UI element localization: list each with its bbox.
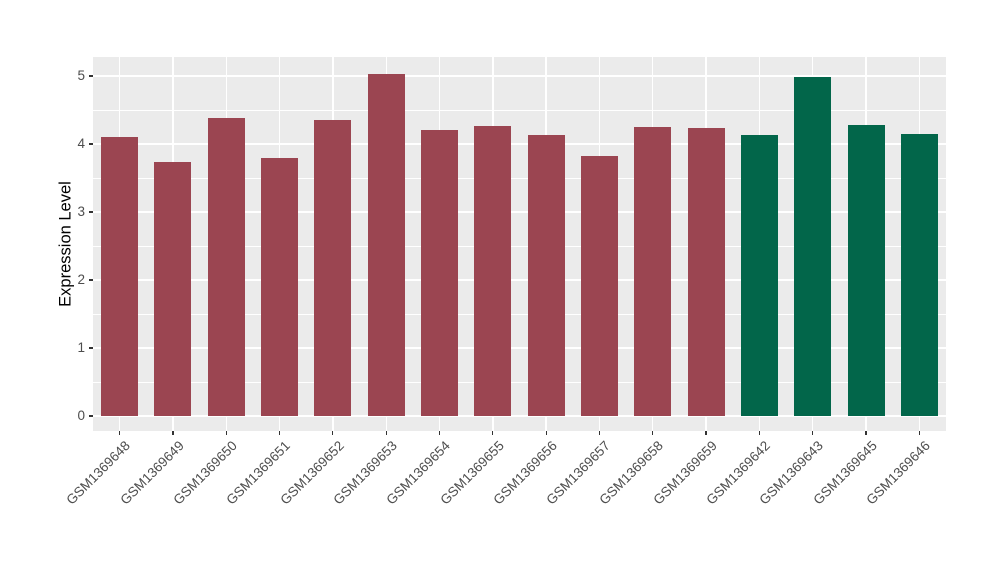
- bar-GSM1369643: [794, 76, 832, 417]
- bar-GSM1369651: [261, 158, 299, 417]
- y-tick-label: 5: [77, 68, 85, 84]
- bar-GSM1369658: [634, 127, 672, 417]
- y-tick-mark: [89, 211, 93, 213]
- plot-panel: [93, 57, 946, 431]
- x-tick-mark: [332, 431, 334, 435]
- x-tick-mark: [705, 431, 707, 435]
- x-tick-mark: [385, 431, 387, 435]
- x-tick-mark: [119, 431, 121, 435]
- x-tick-mark: [438, 431, 441, 435]
- bar-GSM1369656: [527, 134, 565, 417]
- x-tick-mark: [598, 431, 601, 435]
- gridline-major-horizontal: [93, 211, 946, 213]
- bar-GSM1369657: [580, 156, 618, 417]
- y-tick-mark: [89, 143, 93, 145]
- gridline-major-horizontal: [93, 415, 946, 417]
- x-tick-mark: [865, 431, 867, 435]
- x-tick-mark: [812, 431, 814, 435]
- y-tick-mark: [89, 347, 93, 349]
- x-tick-mark: [758, 431, 760, 435]
- y-tick-label: 1: [77, 340, 85, 356]
- gridline-minor-horizontal: [93, 109, 946, 111]
- bar-GSM1369653: [367, 74, 405, 417]
- bar-GSM1369652: [314, 120, 352, 417]
- y-tick-label: 2: [77, 272, 85, 288]
- bar-GSM1369645: [847, 125, 885, 417]
- y-tick-mark: [89, 279, 93, 281]
- x-tick-mark: [225, 431, 227, 435]
- bar-GSM1369648: [101, 137, 139, 417]
- bar-GSM1369642: [740, 135, 778, 417]
- gridline-major-horizontal: [93, 143, 946, 145]
- y-tick-mark: [89, 415, 93, 417]
- gridline-major-horizontal: [93, 279, 946, 281]
- gridline-minor-horizontal: [93, 313, 946, 315]
- bar-GSM1369659: [687, 127, 725, 417]
- bar-GSM1369655: [474, 125, 512, 417]
- bar-GSM1369649: [154, 162, 192, 417]
- bar-GSM1369646: [900, 133, 938, 417]
- y-tick-label: 3: [77, 204, 85, 220]
- x-tick-mark: [172, 431, 174, 435]
- x-tick-mark: [652, 431, 654, 435]
- gridline-major-horizontal: [93, 75, 946, 77]
- y-tick-label: 0: [77, 408, 85, 424]
- y-tick-mark: [89, 75, 93, 77]
- x-tick-mark: [492, 431, 494, 435]
- bar-GSM1369650: [207, 117, 245, 417]
- gridline-major-horizontal: [93, 347, 946, 349]
- bar-GSM1369654: [421, 130, 459, 417]
- gridline-minor-horizontal: [93, 245, 946, 247]
- y-tick-label: 4: [77, 136, 85, 152]
- gridline-minor-horizontal: [93, 381, 946, 383]
- x-tick-mark: [278, 431, 281, 435]
- x-tick-mark: [545, 431, 547, 435]
- x-tick-mark: [918, 431, 920, 435]
- gridline-minor-horizontal: [93, 177, 946, 179]
